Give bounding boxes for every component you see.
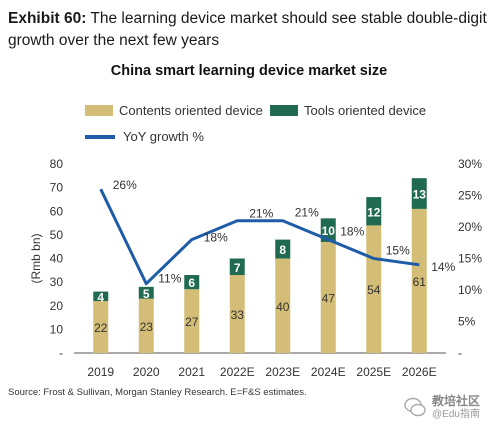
growth-line (99, 188, 420, 286)
data-label-tools: 4 (97, 290, 104, 304)
data-label-tools: 12 (367, 205, 381, 219)
y-tick-label: 30 (50, 275, 64, 289)
legend-label-contents: Contents oriented device (119, 103, 263, 118)
legend-item-tools: Tools oriented device (270, 103, 426, 118)
y-tick-label: 10 (50, 322, 64, 336)
x-tick-label: 2023E (265, 365, 300, 379)
data-label-contents: 54 (367, 283, 381, 297)
data-label-tools: 7 (234, 261, 241, 275)
legend-swatch-contents (85, 105, 113, 116)
growth-label: 14% (431, 260, 455, 274)
growth-label: 11% (158, 272, 181, 286)
y-tick-label: - (59, 346, 63, 360)
y-axis-label: (Rmb bn) (29, 233, 43, 283)
bar-tools (184, 275, 200, 290)
growth-label: 21% (295, 206, 319, 220)
x-tick-label: 2025E (356, 365, 391, 379)
y2-tick-label: 25% (458, 189, 482, 203)
bar-tools (275, 239, 291, 259)
data-label-contents: 61 (413, 275, 427, 289)
bar-contents (411, 208, 427, 353)
y2-tick-label: 20% (458, 220, 482, 234)
bar-tools (229, 258, 245, 276)
bar-tools (93, 291, 109, 302)
growth-label: 26% (113, 178, 137, 192)
exhibit-caption: Exhibit 60: The learning device market s… (8, 8, 494, 52)
y2-tick-label: 30% (458, 157, 482, 171)
bar-tools (138, 286, 154, 299)
data-label-tools: 8 (279, 243, 286, 257)
data-label-tools: 6 (188, 276, 195, 290)
chart-title: China smart learning device market size (110, 63, 388, 79)
watermark-line2: @Edu指南 (432, 409, 480, 420)
chat-bubble-icon (404, 397, 426, 417)
y-tick-label: 60 (50, 204, 64, 218)
bar-contents (93, 301, 109, 353)
data-label-tools: 13 (413, 188, 427, 202)
y2-tick-label: 10% (458, 283, 482, 297)
data-label-tools: 5 (143, 287, 150, 301)
data-label-tools: 10 (322, 224, 336, 238)
data-label-contents: 22 (94, 321, 108, 335)
data-label-contents: 40 (276, 300, 290, 314)
y-tick-label: 50 (50, 228, 64, 242)
bar-tools (411, 178, 427, 209)
legend-label-growth: YoY growth % (123, 129, 204, 144)
data-label-contents: 47 (322, 291, 336, 305)
x-tick-label: 2019 (87, 365, 114, 379)
data-label-contents: 33 (231, 308, 245, 322)
bar-contents (320, 241, 336, 353)
source-note: Source: Frost & Sullivan, Morgan Stanley… (8, 387, 307, 398)
y2-tick-label: - (458, 346, 462, 360)
watermark-line1: 教培社区 (432, 394, 481, 408)
x-tick-label: 2026E (402, 365, 437, 379)
y2-tick-label: 15% (458, 252, 482, 266)
y-tick-label: 40 (50, 252, 64, 266)
y-tick-label: 80 (50, 157, 64, 171)
y-tick-label: 70 (50, 181, 64, 195)
growth-label: 18% (340, 225, 364, 239)
growth-label: 15% (386, 244, 410, 258)
bar-contents (275, 258, 291, 353)
y-tick-label: 20 (50, 299, 64, 313)
legend-swatch-tools (270, 105, 298, 116)
bar-contents (229, 275, 245, 353)
legend-label-tools: Tools oriented device (304, 103, 427, 118)
bar-tools (366, 197, 382, 226)
exhibit-tag: Exhibit 60: (8, 10, 87, 27)
legend-item-growth: YoY growth % (85, 129, 204, 144)
exhibit-text: The learning device market should see st… (8, 10, 487, 49)
legend-item-contents: Contents oriented device (85, 103, 263, 118)
x-tick-label: 2024E (311, 365, 346, 379)
growth-label: 18% (204, 231, 228, 245)
data-label-contents: 23 (140, 320, 154, 334)
growth-label: 21% (249, 207, 273, 221)
bar-tools (320, 218, 336, 242)
x-tick-label: 2022E (220, 365, 255, 379)
bar-contents (184, 289, 200, 353)
y2-tick-label: 5% (458, 315, 476, 329)
data-label-contents: 27 (185, 315, 199, 329)
x-tick-label: 2021 (178, 365, 205, 379)
bar-contents (138, 298, 154, 353)
legend-line-growth (85, 134, 115, 139)
x-tick-label: 2020 (133, 365, 160, 379)
